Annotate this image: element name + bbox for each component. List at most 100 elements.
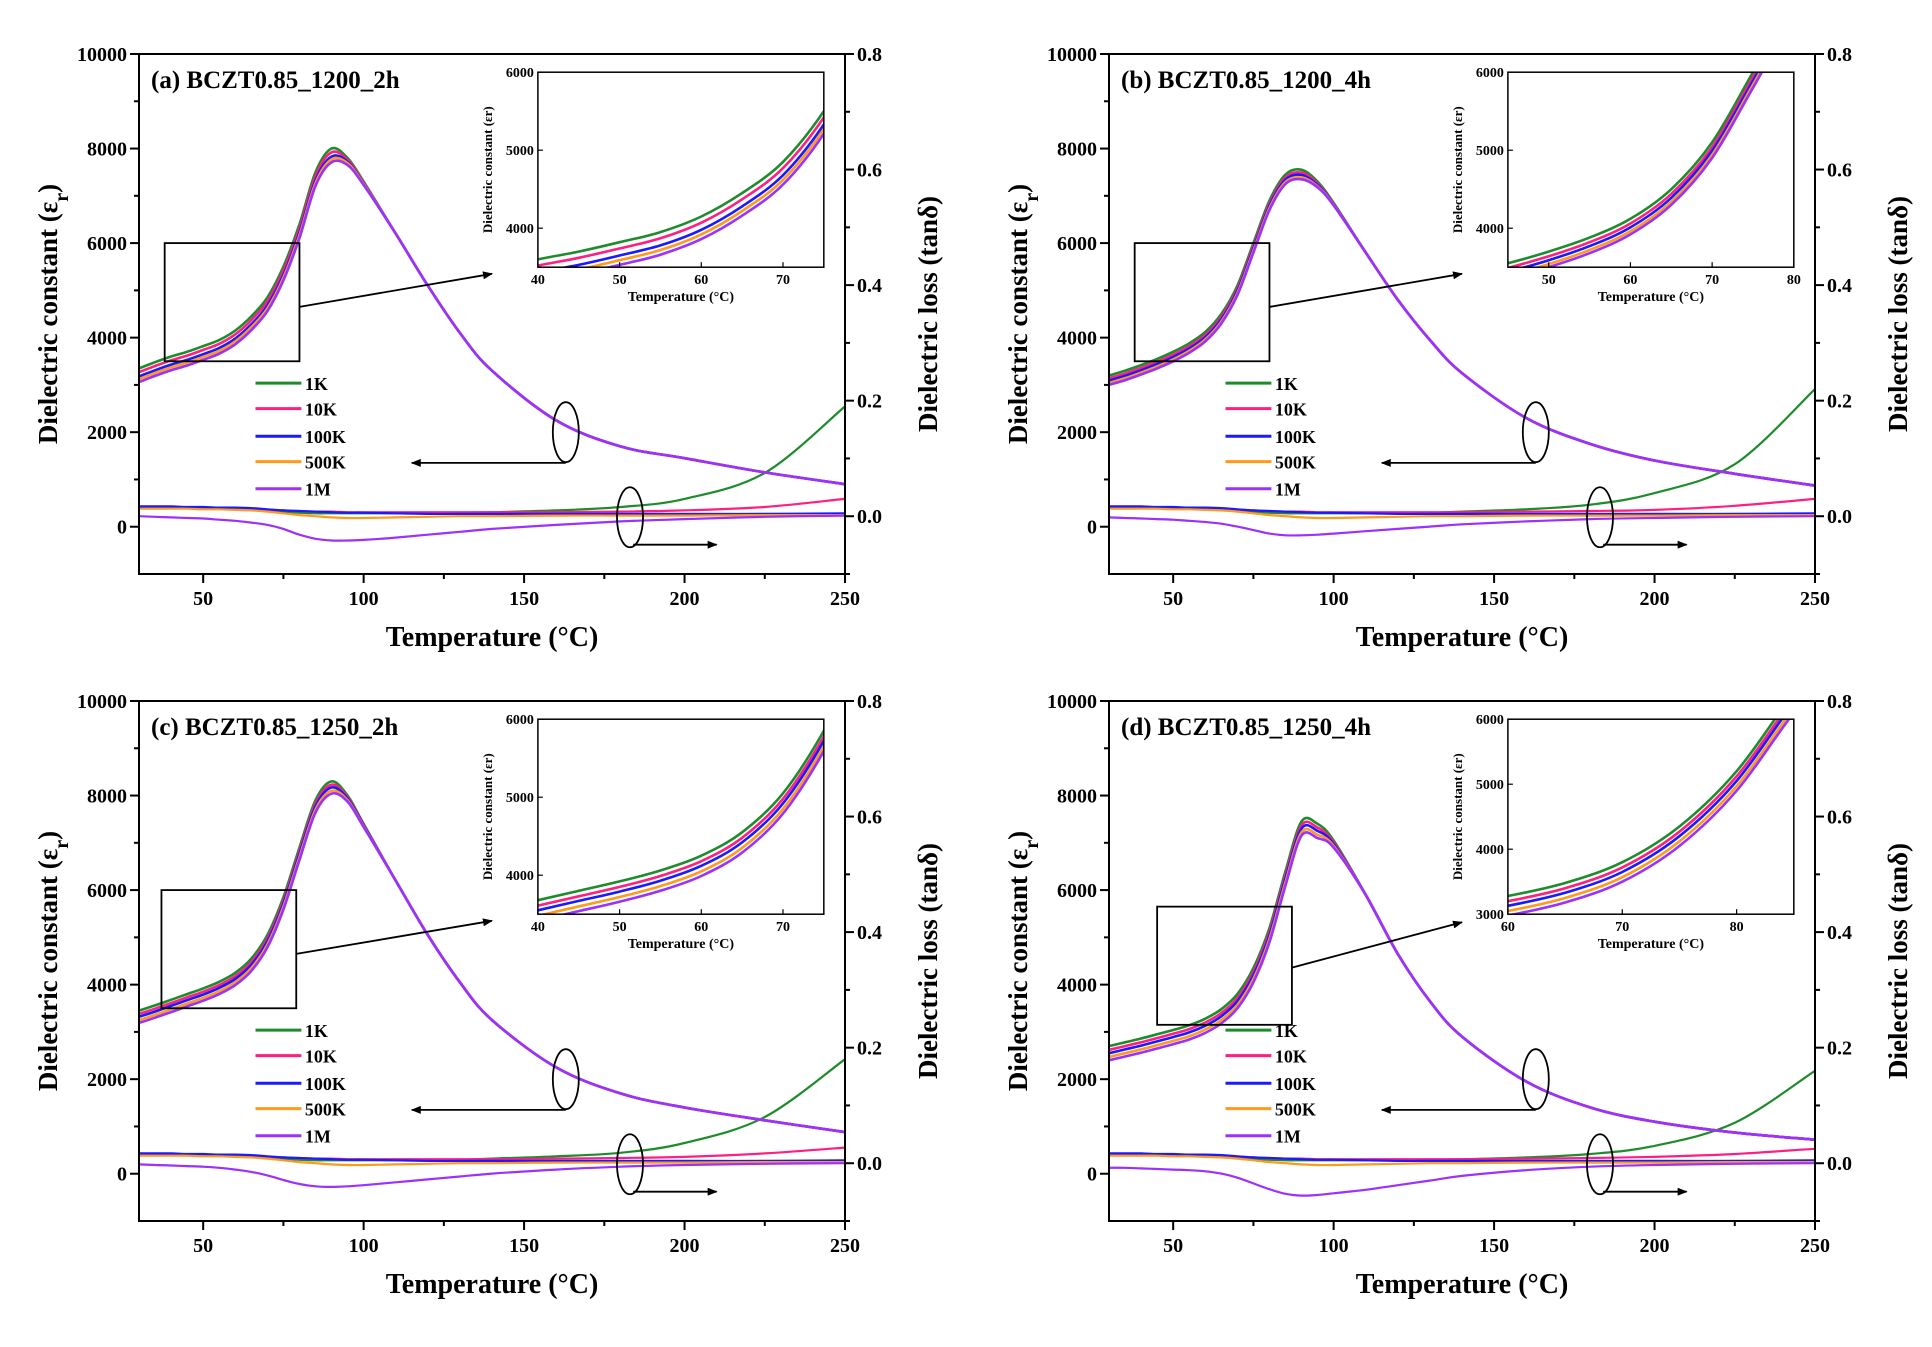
loss-curve-1M: [1109, 515, 1815, 537]
loss-curve-500K: [139, 507, 845, 520]
y-right-tick-label: 0.6: [857, 160, 882, 182]
y-left-tick-label: 8000: [1057, 786, 1097, 808]
x-axis-label: Temperature (°C): [386, 622, 599, 653]
y-left-label-subscript: r: [1021, 193, 1043, 202]
x-tick-label: 50: [1163, 588, 1183, 610]
zoom-arrow: [1291, 920, 1463, 969]
loss-curve-1M: [139, 1162, 845, 1189]
legend-label: 500K: [305, 1100, 346, 1120]
legend-label: 100K: [1275, 427, 1316, 447]
y-left-label-subscript: r: [51, 840, 73, 849]
legend-label: 10K: [1275, 400, 1307, 420]
inset-y-tick-label: 3000: [1476, 908, 1504, 923]
inset-curve-1K: [1507, 72, 1755, 265]
y-right-tick-label: 0.2: [857, 1038, 882, 1060]
y-right-tick-label: 0.4: [1827, 275, 1852, 297]
inset-x-tick-label: 60: [1501, 920, 1515, 935]
legend-label: 1K: [1275, 374, 1298, 394]
inset-x-tick-label: 50: [1542, 273, 1556, 288]
inset-plot: 40 50 60 70 4000 5000 6000 Temperature (°C) Diel…: [480, 713, 825, 952]
inset-x-tick-label: 60: [1623, 273, 1637, 288]
inset-curve-10K: [1507, 72, 1758, 268]
y-right-tick-label: 0.8: [857, 691, 882, 713]
inset-curve-10K: [537, 733, 824, 907]
inset-frame: [537, 718, 825, 915]
y-right-tick-label: 0.4: [857, 922, 882, 944]
legend-label: 1K: [305, 1021, 328, 1041]
y-left-tick-label: 4000: [87, 975, 127, 997]
inset-curve-1K: [537, 108, 824, 261]
inset-curve-1M: [1544, 72, 1764, 268]
y-left-tick-label: 10000: [77, 44, 127, 66]
inset-frame: [1507, 718, 1795, 915]
inset-curve-1K: [537, 728, 824, 902]
y-left-tick-label: 2000: [1057, 1069, 1097, 1091]
y-right-tick-label: 0.6: [857, 807, 882, 829]
inset-x-axis-label: Temperature (°C): [1598, 290, 1705, 305]
panel-title: (b) BCZT0.85_1200_4h: [1121, 67, 1371, 94]
inset-curve-500K: [583, 126, 824, 268]
inset-x-tick-label: 60: [694, 920, 708, 935]
x-tick-label: 100: [1319, 588, 1349, 610]
plot-frame: [1108, 53, 1816, 575]
x-tick-label: 250: [830, 588, 860, 610]
loss-curve-100K: [139, 505, 845, 516]
left-axis-marker-ellipse: [551, 1048, 580, 1111]
y-right-tick-label: 0.0: [1827, 506, 1852, 528]
inset-y-tick-label: 4000: [1476, 222, 1504, 237]
inset-y-axis-label: Dielectric constant (εr): [480, 753, 495, 880]
y-left-tick-label: 0: [1087, 1164, 1097, 1186]
inset-curve-100K: [559, 122, 824, 268]
inset-curve-500K: [1533, 72, 1762, 268]
y-left-label-text: Dielectric constant (ε: [1003, 849, 1033, 1091]
inset-curve-1M: [604, 131, 824, 268]
plot-frame: [138, 53, 846, 575]
x-tick-label: 50: [193, 1235, 213, 1257]
y-left-tick-label: 4000: [1057, 328, 1097, 350]
loss-curve-1M: [1109, 1162, 1815, 1197]
y-left-axis-label: Dielectric constant (εr): [33, 184, 73, 444]
right-axis-marker-ellipse: [1586, 486, 1614, 549]
inset-y-tick-label: 5000: [506, 791, 534, 806]
y-right-tick-label: 0.8: [1827, 691, 1852, 713]
y-left-tick-label: 8000: [87, 139, 127, 161]
panel-title: (c) BCZT0.85_1250_2h: [151, 714, 398, 741]
y-left-tick-label: 2000: [87, 1069, 127, 1091]
x-tick-label: 150: [509, 588, 539, 610]
y-right-tick-label: 0.4: [857, 275, 882, 297]
legend-label: 1M: [1275, 480, 1301, 500]
loss-curve-100K: [139, 1152, 845, 1163]
zoom-region-box: [1156, 905, 1293, 1026]
zoom-region-box: [1133, 242, 1271, 363]
inset-background: [1507, 72, 1794, 268]
loss-curve-100K: [1109, 505, 1815, 516]
inset-y-tick-label: 5000: [1476, 144, 1504, 159]
y-right-tick-label: 0.4: [1827, 922, 1852, 944]
y-right-axis-label: Dielectric loss (tanδ): [913, 196, 943, 432]
legend-label: 100K: [1275, 1074, 1316, 1094]
zoom-arrow: [1269, 271, 1463, 308]
inset-plot: 60 70 80 3000 4000 5000 6000 Temperature (°C) Di…: [1450, 713, 1795, 952]
x-tick-label: 200: [1640, 588, 1670, 610]
legend-label: 1K: [305, 374, 328, 394]
inset-x-tick-label: 70: [776, 920, 790, 935]
x-tick-label: 250: [1800, 1235, 1830, 1257]
legend-label: 10K: [1275, 1047, 1307, 1067]
inset-x-tick-label: 50: [613, 920, 627, 935]
y-left-label-text: Dielectric constant (ε: [1003, 202, 1033, 444]
x-tick-label: 200: [1640, 1235, 1670, 1257]
x-tick-label: 250: [830, 1235, 860, 1257]
inset-y-axis-label: Dielectric constant (εr): [1450, 753, 1465, 880]
panel-title: (a) BCZT0.85_1200_2h: [151, 67, 400, 94]
y-left-tick-label: 8000: [87, 786, 127, 808]
inset-x-axis-label: Temperature (°C): [1598, 937, 1705, 952]
inset-y-tick-label: 6000: [1476, 66, 1504, 81]
y-left-tick-label: 6000: [87, 233, 127, 255]
y-left-axis-label: Dielectric constant (εr): [1003, 184, 1043, 444]
x-tick-label: 50: [1163, 1235, 1183, 1257]
inset-y-tick-label: 5000: [1476, 778, 1504, 793]
y-left-label-close: ): [1003, 184, 1033, 193]
inset-curve-10K: [537, 115, 824, 267]
inset-curves: [1507, 72, 1764, 268]
loss-curve-1K: [139, 405, 845, 515]
